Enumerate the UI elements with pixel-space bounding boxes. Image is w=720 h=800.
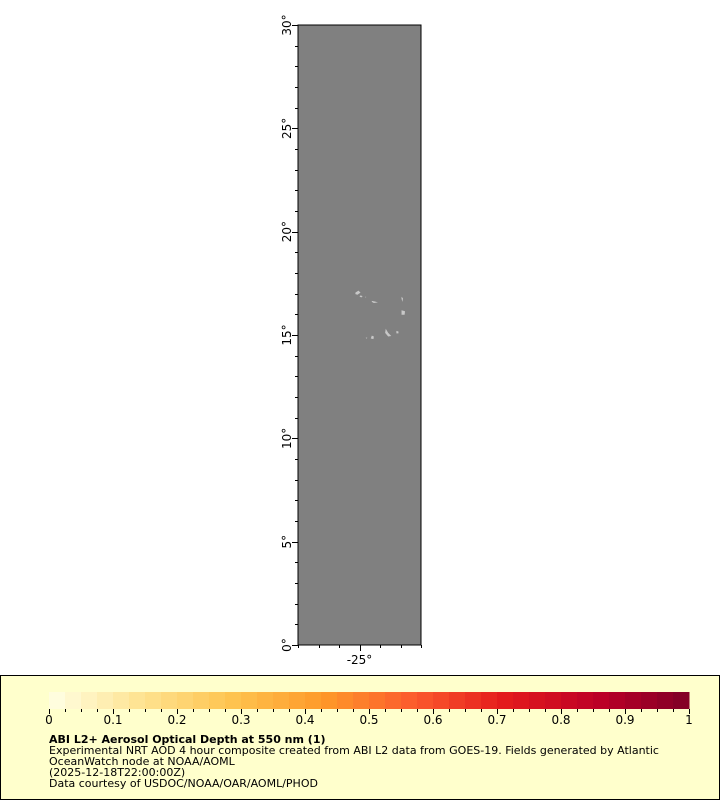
legend-panel: 0 0.1 0.2 0.3 0.4 0.5 0.6 0.7 0.8 0.9 1 ABI L2+ Ae… (0, 675, 720, 800)
colorbar-segment (433, 692, 450, 709)
colorbar-segment (465, 692, 482, 709)
island (401, 310, 406, 315)
lat-tick-label: 15° (280, 324, 294, 345)
legend-title: ABI L2+ Aerosol Optical Depth at 550 nm … (49, 733, 326, 746)
colorbar-segment (49, 692, 66, 709)
colorbar-segment (257, 692, 274, 709)
island (370, 335, 374, 340)
colorbar-segment (161, 692, 178, 709)
legend-description-line-2: OceanWatch node at NOAA/AOML (49, 755, 235, 768)
colorbar-tick-label: 0 (45, 713, 53, 727)
colorbar-segment (625, 692, 642, 709)
colorbar-segment (417, 692, 434, 709)
colorbar-segment (657, 692, 674, 709)
island (401, 296, 403, 302)
colorbar-segment (369, 692, 386, 709)
island (355, 290, 361, 295)
island (396, 330, 399, 334)
colorbar-segment (97, 692, 114, 709)
colorbar-segment (321, 692, 338, 709)
lat-tick-label: 5° (280, 535, 294, 549)
lat-tick-label: 20° (280, 221, 294, 242)
colorbar-segment (177, 692, 194, 709)
colorbar-segment (593, 692, 610, 709)
colorbar: 0 0.1 0.2 0.3 0.4 0.5 0.6 0.7 0.8 0.9 1 (45, 692, 693, 727)
lat-tick-label: 0° (280, 638, 294, 652)
colorbar-segment (65, 692, 82, 709)
colorbar-segment (529, 692, 546, 709)
colorbar-segment (193, 692, 210, 709)
colorbar-segment (481, 692, 498, 709)
colorbar-segment (129, 692, 146, 709)
colorbar-segment (561, 692, 578, 709)
lat-tick-label: 30° (280, 14, 294, 35)
island (365, 337, 368, 339)
colorbar-segment (385, 692, 402, 709)
colorbar-tick-label: 0.7 (487, 713, 506, 727)
colorbar-segment (225, 692, 242, 709)
colorbar-tick-label: 0.5 (359, 713, 378, 727)
island (385, 328, 392, 337)
colorbar-segment (337, 692, 354, 709)
colorbar-tick-label: 1 (685, 713, 693, 727)
colorbar-segment (609, 692, 626, 709)
colorbar-segment (353, 692, 370, 709)
colorbar-tick-label: 0.4 (295, 713, 314, 727)
colorbar-tick-label: 0.3 (231, 713, 250, 727)
colorbar-segment (545, 692, 562, 709)
colorbar-segment (289, 692, 306, 709)
colorbar-tick-label: 0.8 (551, 713, 570, 727)
colorbar-segment (401, 692, 418, 709)
colorbar-tick-label: 0.2 (167, 713, 186, 727)
colorbar-segment (209, 692, 226, 709)
colorbar-tick-label: 0.9 (615, 713, 634, 727)
ocean-area (298, 25, 421, 645)
colorbar-segment (577, 692, 594, 709)
colorbar-segment (113, 692, 130, 709)
island (371, 300, 378, 303)
legend-credit: Data courtesy of USDOC/NOAA/OAR/AOML/PHO… (49, 777, 318, 790)
lon-tick-label: -25° (347, 653, 373, 667)
colorbar-segment (641, 692, 658, 709)
colorbar-tick-label: 0.6 (423, 713, 442, 727)
island (359, 295, 363, 298)
colorbar-segment (241, 692, 258, 709)
lat-tick-label: 10° (280, 428, 294, 449)
map-plot: 0° 5° 10° 15° 20° 25° 30° -25° (280, 14, 422, 667)
colorbar-segment (81, 692, 98, 709)
colorbar-segment (497, 692, 514, 709)
colorbar-segment (305, 692, 322, 709)
legend-description-line-1: Experimental NRT AOD 4 hour composite cr… (49, 744, 659, 757)
colorbar-segment (513, 692, 530, 709)
colorbar-tick-label: 0.1 (103, 713, 122, 727)
lat-tick-label: 25° (280, 118, 294, 139)
island (365, 296, 367, 298)
colorbar-segment (449, 692, 466, 709)
colorbar-segment (673, 692, 690, 709)
colorbar-segment (145, 692, 162, 709)
colorbar-segment (273, 692, 290, 709)
legend-time: (2025-12-18T22:00:00Z) (49, 766, 186, 779)
